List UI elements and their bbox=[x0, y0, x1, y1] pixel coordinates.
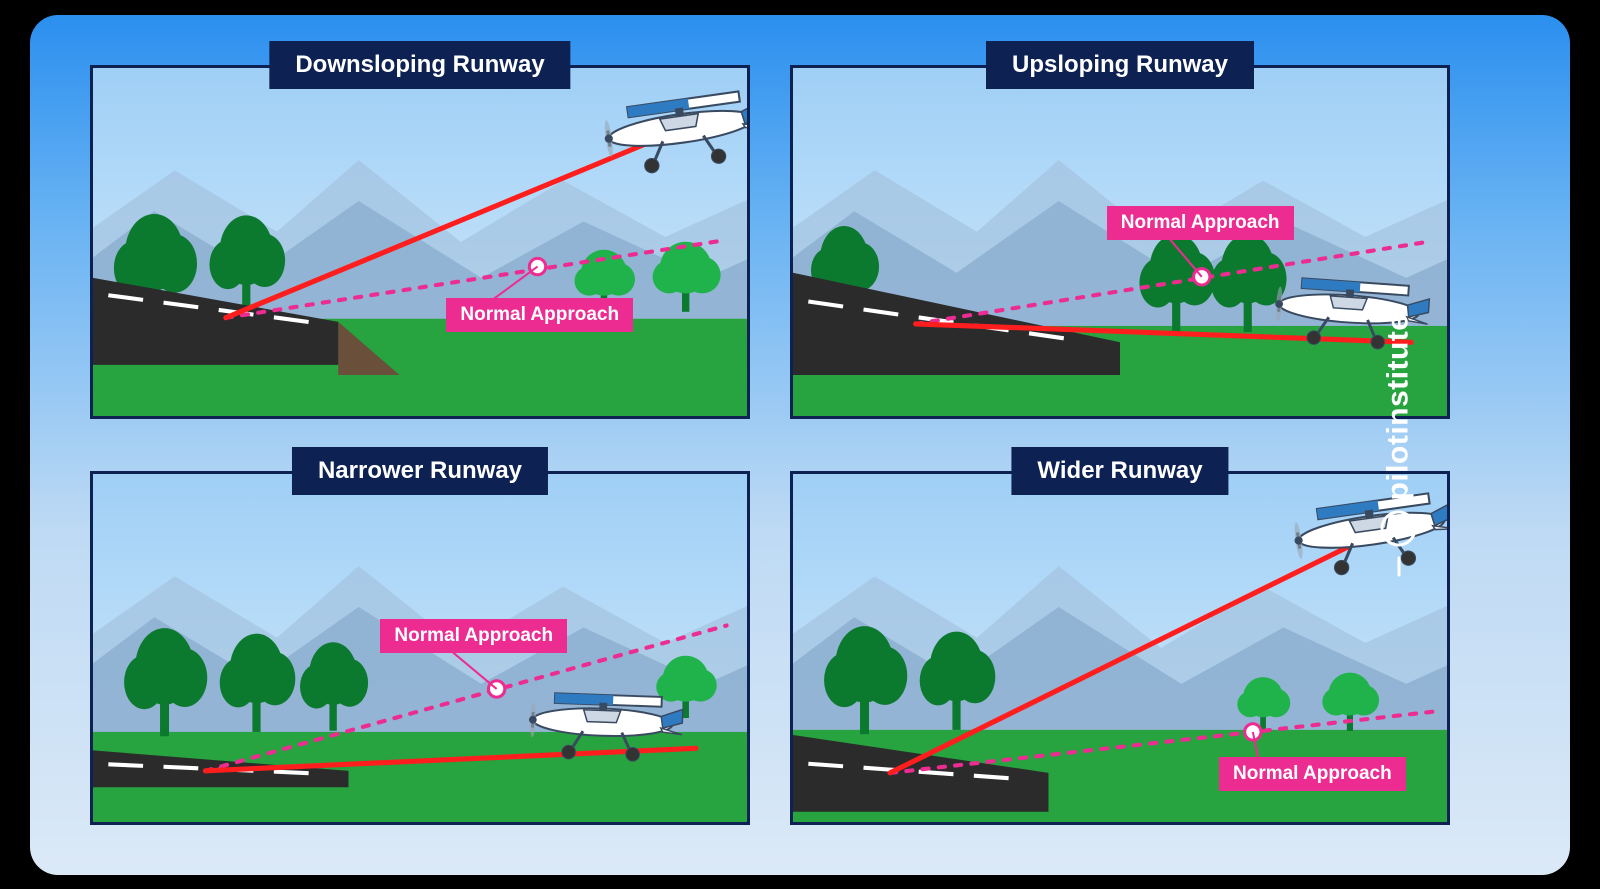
normal-approach-label: Normal Approach bbox=[380, 619, 567, 653]
panel-title: Downsloping Runway bbox=[269, 41, 570, 89]
infographic-card: Downsloping Runway bbox=[30, 15, 1570, 875]
panel-title: Narrower Runway bbox=[292, 447, 548, 495]
panel-downsloping: Downsloping Runway bbox=[90, 65, 750, 419]
panel-upsloping: Upsloping Runway bbox=[790, 65, 1450, 419]
panel-grid: Downsloping Runway bbox=[90, 65, 1450, 825]
panel-title: Wider Runway bbox=[1011, 447, 1228, 495]
brand-text: pilotinstitute bbox=[1382, 313, 1416, 500]
panel-frame bbox=[790, 65, 1450, 419]
brand-badge-icon bbox=[1381, 510, 1417, 546]
normal-approach-label: Normal Approach bbox=[1107, 206, 1294, 240]
panel-wider: Wider Runway bbox=[790, 471, 1450, 825]
panel-title: Upsloping Runway bbox=[986, 41, 1254, 89]
normal-approach-label: Normal Approach bbox=[446, 298, 633, 332]
panel-narrower: Narrower Runway bbox=[90, 471, 750, 825]
wing-icon bbox=[1397, 556, 1400, 576]
brand-watermark: pilotinstitute bbox=[1381, 313, 1417, 576]
panel-frame bbox=[90, 65, 750, 419]
normal-approach-label: Normal Approach bbox=[1219, 757, 1406, 791]
